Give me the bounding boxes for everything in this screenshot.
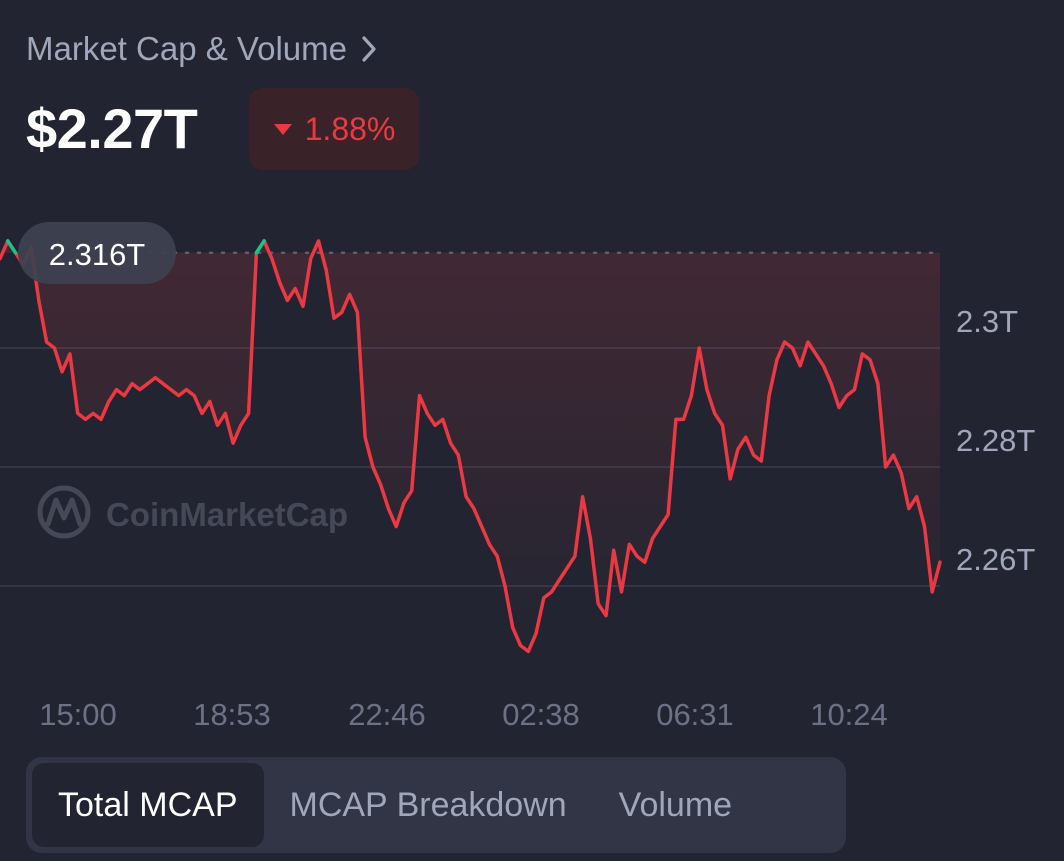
tooltip-pill [18,222,176,284]
series-line [0,239,942,654]
x-tick-label: 06:31 [656,697,734,732]
coinmarketcap-logo-icon [37,485,91,539]
series-line-up-segment [254,239,266,255]
change-percent: 1.88% [304,110,396,147]
x-tick-label: 18:53 [193,697,271,732]
watermark-text: CoinMarketCap [106,496,348,533]
x-tick-label: 22:46 [348,697,426,732]
market-cap-chart[interactable]: CoinMarketCap 2.3T 2.28T 2.26T 15:00 18:53 22:… [0,0,1064,740]
x-tick-label: 15:00 [39,697,117,732]
y-tick-label: 2.26T [956,542,1035,577]
area-fill [0,240,940,652]
y-tick-label: 2.28T [956,423,1035,458]
tab-volume[interactable]: Volume [618,785,733,824]
caret-down-icon [273,122,293,136]
market-cap-value: $2.27T [26,97,198,160]
tab-mcap-breakdown[interactable]: MCAP Breakdown [289,785,567,824]
x-tick-label: 10:24 [810,697,888,732]
tab-total-mcap[interactable]: Total MCAP [32,763,264,847]
header-title: Market Cap & Volume [26,30,347,67]
change-badge: 1.88% [249,88,419,170]
x-tick-label: 02:38 [502,697,580,732]
tooltip-label: 2.316T [49,237,146,272]
y-tick-label: 2.3T [956,304,1018,339]
market-cap-volume-link[interactable]: Market Cap & Volume [26,30,377,68]
watermark: CoinMarketCap [37,485,348,539]
chart-tabs: Total MCAP MCAP Breakdown Volume [26,757,846,853]
series-line-up-segment [6,239,18,255]
chevron-right-icon [361,35,377,63]
